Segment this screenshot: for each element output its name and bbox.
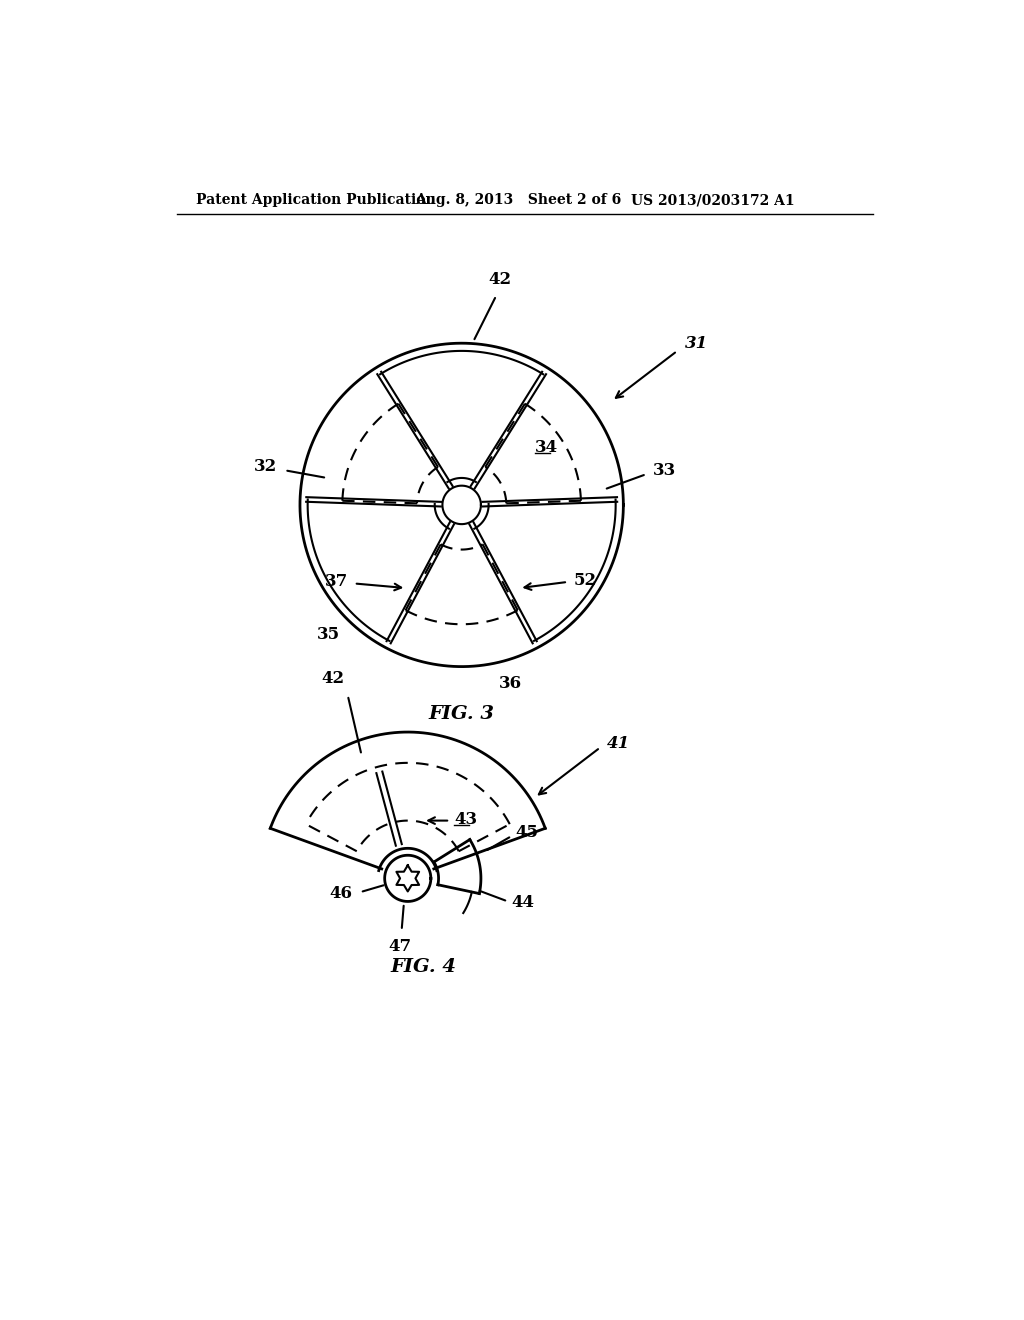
Text: 42: 42: [322, 671, 345, 688]
Text: 44: 44: [512, 895, 535, 912]
Text: 35: 35: [316, 626, 340, 643]
Text: 33: 33: [652, 462, 676, 479]
Text: 41: 41: [606, 735, 630, 752]
Text: FIG. 4: FIG. 4: [390, 958, 456, 975]
Text: FIG. 3: FIG. 3: [429, 705, 495, 723]
Text: 31: 31: [685, 335, 709, 351]
Text: 34: 34: [535, 438, 558, 455]
Text: 43: 43: [454, 810, 477, 828]
Text: 45: 45: [515, 824, 539, 841]
Text: 37: 37: [325, 573, 348, 590]
Text: 52: 52: [573, 572, 596, 589]
Text: 42: 42: [488, 271, 512, 288]
Text: US 2013/0203172 A1: US 2013/0203172 A1: [631, 193, 795, 207]
Text: Patent Application Publication: Patent Application Publication: [196, 193, 435, 207]
Text: Aug. 8, 2013   Sheet 2 of 6: Aug. 8, 2013 Sheet 2 of 6: [416, 193, 622, 207]
Text: 46: 46: [330, 886, 352, 903]
Text: 36: 36: [499, 675, 522, 692]
Text: 47: 47: [388, 939, 412, 956]
Text: 32: 32: [254, 458, 276, 475]
